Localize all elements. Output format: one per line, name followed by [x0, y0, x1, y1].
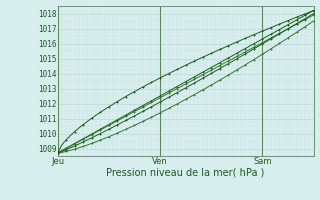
X-axis label: Pression niveau de la mer( hPa ): Pression niveau de la mer( hPa ) [107, 168, 265, 178]
